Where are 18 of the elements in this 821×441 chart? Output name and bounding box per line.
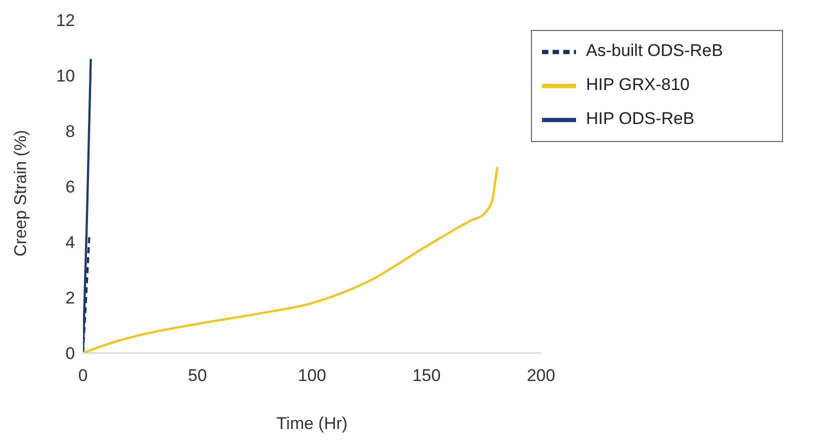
x-tick-label: 200 <box>526 366 556 386</box>
y-tick-label: 6 <box>66 178 75 197</box>
y-tick-label: 8 <box>66 122 75 142</box>
x-tick-label: 100 <box>298 366 326 386</box>
x-tick-label: 50 <box>188 366 207 386</box>
legend-label: As-built ODS-ReB <box>586 41 723 60</box>
line-series <box>83 166 499 353</box>
y-tick-label: 0 <box>66 344 75 364</box>
x-tick-label: 150 <box>412 366 441 386</box>
x-tick-label: 0 <box>78 366 88 386</box>
y-axis-title: Creep Strain (%) <box>11 130 30 256</box>
y-tick-label: 2 <box>66 288 75 308</box>
y-tick-label: 4 <box>66 233 75 252</box>
x-axis-title: Time (Hr) <box>276 414 348 433</box>
legend-label: HIP GRX-810 <box>586 75 690 94</box>
y-tick-label: 10 <box>56 66 75 86</box>
y-tick-label: 12 <box>56 11 75 30</box>
legend-label: HIP ODS-ReB <box>586 109 694 128</box>
